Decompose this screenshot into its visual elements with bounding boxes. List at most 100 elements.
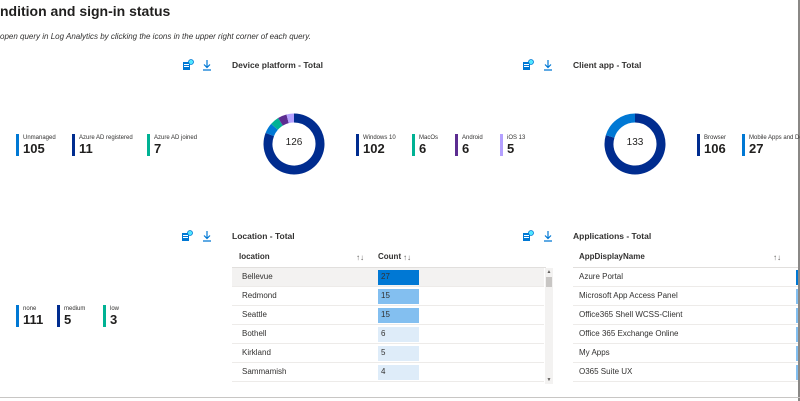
table-row[interactable]: Sammamish 4: [232, 363, 544, 382]
log-analytics-icon[interactable]: [181, 230, 193, 242]
download-icon[interactable]: [542, 59, 554, 71]
count-heat-bar: [378, 289, 419, 304]
download-icon[interactable]: [201, 59, 213, 71]
location-cell: Seattle: [242, 310, 267, 319]
location-cell: Sammamish: [242, 367, 287, 376]
table-row[interactable]: Seattle 15: [232, 306, 544, 325]
count-cell: 6: [381, 329, 386, 338]
count-cell: 4: [381, 367, 386, 376]
log-analytics-icon[interactable]: [522, 59, 534, 71]
log-analytics-icon[interactable]: [182, 59, 194, 71]
donut-segment[interactable]: [286, 113, 295, 124]
count-heat-bar: [378, 365, 419, 380]
client-app-donut[interactable]: [604, 113, 666, 175]
sort-icon[interactable]: ↑↓: [356, 253, 364, 262]
kpi-label: MacOs: [419, 135, 439, 141]
donut-segment[interactable]: [605, 113, 636, 139]
header-divider: [232, 267, 546, 268]
table-row[interactable]: Kirkland 5: [232, 344, 544, 363]
kpi-medium: medium 5: [57, 305, 85, 327]
count-heat-bar: [378, 270, 419, 285]
table-row[interactable]: Bellevue 27: [232, 268, 544, 287]
kpi-value: 106: [704, 141, 726, 156]
kpi-label: none: [23, 306, 37, 312]
scroll-thumb[interactable]: [546, 277, 552, 287]
table-row[interactable]: Office365 Shell WCSS-Client: [573, 306, 798, 325]
device-platform-total: 126: [285, 137, 303, 148]
donut-segment[interactable]: [271, 117, 283, 130]
download-icon[interactable]: [542, 230, 554, 242]
column-header-location[interactable]: location: [239, 252, 270, 261]
kpi-label: Unmanaged: [23, 135, 56, 141]
kpi-value: 6: [462, 141, 470, 156]
window-frame-right: [798, 0, 800, 401]
kpi-value: 105: [23, 141, 45, 156]
kpi-label: low: [110, 306, 120, 312]
kpi-label: iOS 13: [507, 135, 526, 141]
kpi-unmanaged: Unmanaged 105: [16, 134, 56, 156]
device-platform-donut[interactable]: [263, 113, 325, 175]
table-row[interactable]: Microsoft App Access Panel: [573, 287, 798, 306]
scroll-up-icon[interactable]: ▲: [546, 269, 552, 275]
location-cell: Bothell: [242, 329, 267, 338]
app-name-cell: Microsoft App Access Panel: [579, 291, 678, 300]
app-name-cell: Office 365 Exchange Online: [579, 329, 679, 338]
kpi-windows-10: Windows 10 102: [356, 134, 396, 156]
kpi-value: 3: [110, 312, 118, 327]
table-row[interactable]: Redmond 15: [232, 287, 544, 306]
count-heat-bar: [378, 327, 419, 342]
kpi-value: 7: [154, 141, 162, 156]
log-analytics-icon[interactable]: [522, 230, 534, 242]
count-cell: 27: [381, 272, 390, 281]
donut-segment[interactable]: [278, 114, 289, 126]
kpi-azure-ad-registered: Azure AD registered 11: [72, 134, 133, 156]
page-title: ndition and sign-in status: [0, 3, 171, 19]
kpi-android: Android 6: [455, 134, 483, 156]
table-row[interactable]: Azure Portal: [573, 268, 798, 287]
applications-title: Applications - Total: [573, 231, 652, 241]
kpi-value: 5: [507, 141, 515, 156]
column-header-appdisplayname[interactable]: AppDisplayName: [579, 252, 645, 261]
kpi-value: 102: [363, 141, 385, 156]
scroll-down-icon[interactable]: ▼: [546, 377, 552, 383]
location-scrollbar[interactable]: ▲ ▼: [545, 268, 553, 384]
sort-icon[interactable]: ↑↓: [403, 253, 411, 262]
table-row[interactable]: Office 365 Exchange Online: [573, 325, 798, 344]
kpi-ios-13: iOS 13 5: [500, 134, 525, 156]
kpi-azure-ad-joined: Azure AD joined 7: [147, 134, 197, 156]
client-app-total: 133: [626, 137, 644, 148]
donut-segment[interactable]: [263, 113, 325, 175]
kpi-value: 11: [79, 141, 93, 156]
download-icon[interactable]: [201, 230, 213, 242]
divider: [0, 397, 800, 398]
sort-icon[interactable]: ↑↓: [773, 253, 781, 262]
kpi-none: none 111: [16, 305, 43, 327]
count-cell: 15: [381, 291, 390, 300]
kpi-value: 5: [64, 312, 72, 327]
kpi-mobile-apps: Mobile Apps and De 27: [742, 134, 800, 156]
count-heat-bar: [796, 270, 798, 285]
table-row[interactable]: O365 Suite UX: [573, 363, 798, 382]
kpi-browser: Browser 106: [697, 134, 726, 156]
location-grid: location ↑↓ Count ↑↓ Bellevue 27 Redmond 15…: [232, 248, 554, 384]
client-app-title: Client app - Total: [573, 60, 642, 70]
column-header-count[interactable]: Count: [378, 252, 402, 261]
donut-segment[interactable]: [265, 123, 279, 137]
kpi-label: medium: [64, 306, 86, 312]
kpi-label: Mobile Apps and De: [749, 135, 800, 141]
table-row[interactable]: My Apps: [573, 344, 798, 363]
donut-segment[interactable]: [604, 113, 666, 175]
count-heat-bar: [378, 308, 419, 323]
count-heat-bar: [796, 308, 798, 323]
kpi-low: low 3: [103, 305, 119, 327]
applications-grid: AppDisplayName ↑↓ Azure Portal Microsoft …: [573, 248, 798, 384]
count-heat-bar: [796, 346, 798, 361]
kpi-label: Azure AD joined: [154, 135, 198, 141]
table-row[interactable]: Bothell 6: [232, 325, 544, 344]
location-cell: Redmond: [242, 291, 277, 300]
location-title: Location - Total: [232, 231, 295, 241]
count-heat-bar: [378, 346, 419, 361]
header-divider: [573, 267, 798, 268]
count-heat-bar: [796, 289, 798, 304]
page-subtitle: open query in Log Analytics by clicking …: [0, 32, 311, 41]
